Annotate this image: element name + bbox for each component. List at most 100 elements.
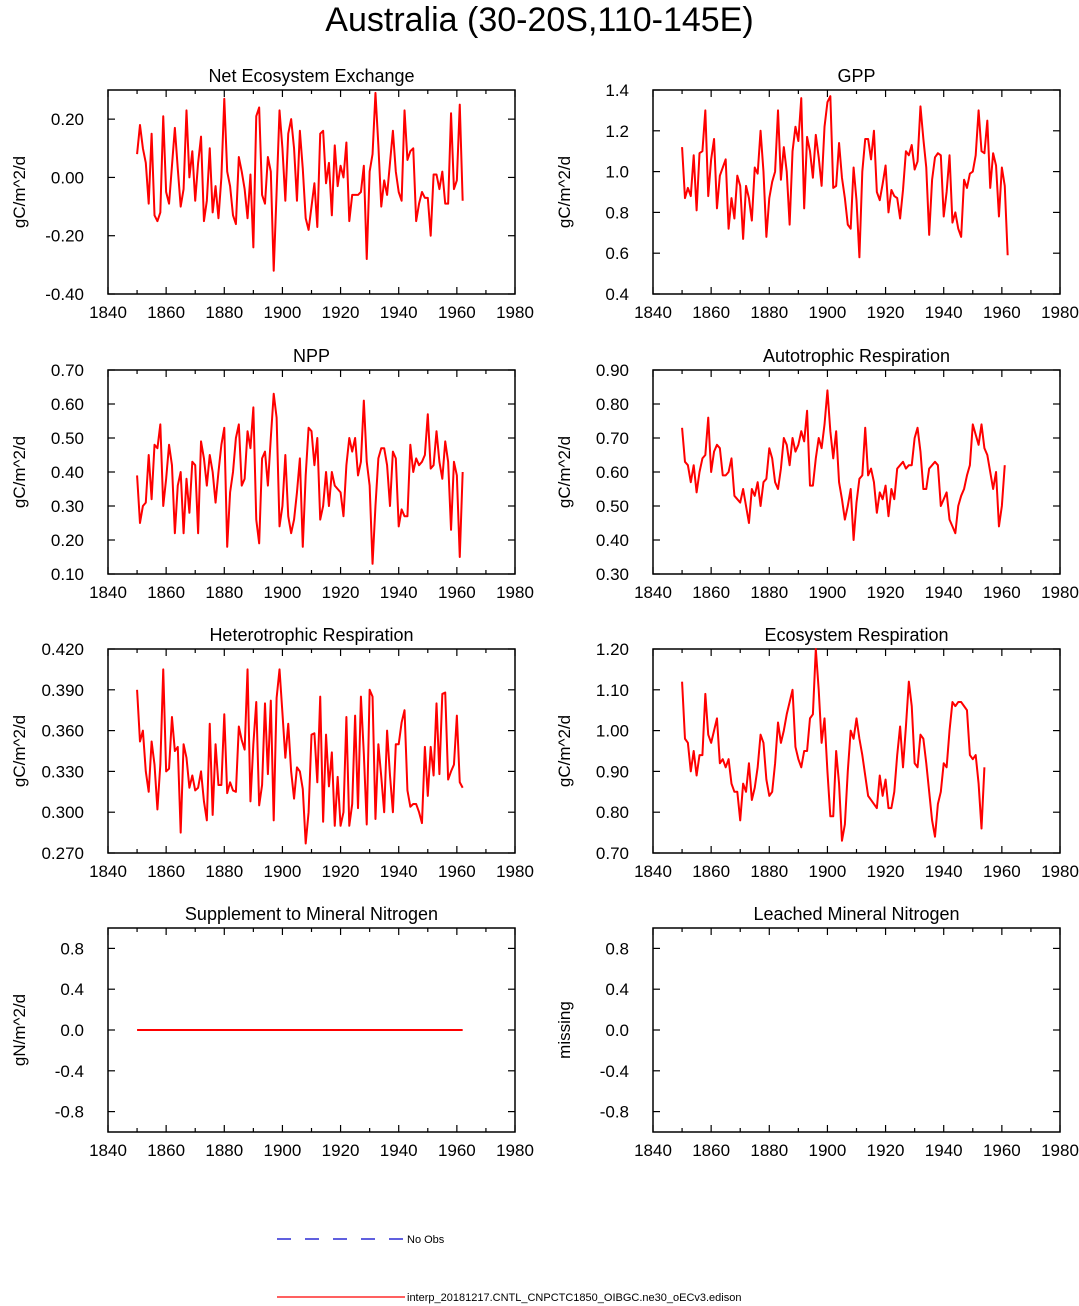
legend: No Obs interp_20181217.CNTL_CNPCTC1850_O… <box>277 1234 741 1304</box>
y-tick-label: 0.30 <box>51 497 84 516</box>
x-tick-label: 1860 <box>692 303 730 322</box>
x-tick-label: 1860 <box>692 583 730 602</box>
x-tick-label: 1920 <box>867 862 905 881</box>
x-tick-label: 1980 <box>496 303 534 322</box>
x-tick-label: 1900 <box>264 862 302 881</box>
y-tick-label: 1.0 <box>605 163 629 182</box>
x-tick-label: 1860 <box>692 1141 730 1160</box>
y-tick-label: 0.70 <box>51 361 84 380</box>
x-tick-label: 1900 <box>264 1141 302 1160</box>
x-tick-label: 1920 <box>322 1141 360 1160</box>
x-tick-label: 1960 <box>983 862 1021 881</box>
x-tick-label: 1960 <box>983 303 1021 322</box>
y-tick-label: 1.10 <box>596 681 629 700</box>
y-tick-label: 0.330 <box>41 762 84 781</box>
y-tick-label: 0.10 <box>51 565 84 584</box>
y-axis-label: gC/m^2/d <box>555 715 574 787</box>
x-tick-label: 1920 <box>867 303 905 322</box>
x-tick-label: 1920 <box>867 1141 905 1160</box>
x-tick-label: 1900 <box>809 303 847 322</box>
y-tick-label: 0.80 <box>596 803 629 822</box>
x-tick-label: 1880 <box>750 583 788 602</box>
y-tick-label: 0.4 <box>605 285 629 304</box>
x-tick-label: 1960 <box>983 1141 1021 1160</box>
x-tick-label: 1980 <box>496 583 534 602</box>
series-line <box>681 389 1006 541</box>
y-tick-label: 1.20 <box>596 640 629 659</box>
x-tick-label: 1860 <box>692 862 730 881</box>
plot-frame <box>652 369 1061 575</box>
x-tick-label: 1980 <box>1041 583 1079 602</box>
y-tick-label: 0.6 <box>605 244 629 263</box>
x-tick-label: 1920 <box>322 583 360 602</box>
x-tick-label: 1880 <box>205 862 243 881</box>
x-tick-label: 1900 <box>809 583 847 602</box>
y-tick-label: 0.360 <box>41 722 84 741</box>
x-tick-label: 1920 <box>867 583 905 602</box>
x-tick-label: 1900 <box>264 583 302 602</box>
chart-title: Autotrophic Respiration <box>763 346 950 366</box>
y-axis-label: missing <box>555 1001 574 1059</box>
y-axis-label: gC/m^2/d <box>10 436 29 508</box>
x-tick-label: 1920 <box>322 862 360 881</box>
y-tick-label: 0.4 <box>605 980 629 999</box>
plot-frame <box>652 648 1061 854</box>
x-tick-label: 1940 <box>380 303 418 322</box>
y-tick-label: 0.30 <box>596 565 629 584</box>
series-line <box>136 91 464 272</box>
series-line <box>681 648 986 842</box>
x-tick-label: 1860 <box>147 303 185 322</box>
chart-panel-6: Ecosystem Respiration 1840 1860 1880 1900 192… <box>555 625 1079 881</box>
x-tick-label: 1840 <box>634 1141 672 1160</box>
y-tick-label: 0.270 <box>41 844 84 863</box>
y-tick-label: 0.20 <box>51 110 84 129</box>
chart-panel-1: Net Ecosystem Exchange 1840 1860 1880 1900 19… <box>10 66 534 322</box>
x-tick-label: 1840 <box>634 303 672 322</box>
x-tick-label: 1880 <box>750 862 788 881</box>
y-tick-label: 0.80 <box>596 395 629 414</box>
y-tick-label: -0.40 <box>45 285 84 304</box>
series-line <box>681 95 1009 259</box>
x-tick-label: 1840 <box>89 862 127 881</box>
x-tick-label: 1940 <box>925 303 963 322</box>
y-tick-label: 0.300 <box>41 803 84 822</box>
x-tick-label: 1960 <box>438 862 476 881</box>
x-tick-label: 1940 <box>380 862 418 881</box>
y-tick-label: 0.60 <box>596 463 629 482</box>
y-tick-label: 0.420 <box>41 640 84 659</box>
plot-frame <box>652 927 1061 1133</box>
series-line <box>136 392 464 565</box>
chart-panel-5: Heterotrophic Respiration 1840 1860 1880 190… <box>10 625 534 881</box>
chart-title: Supplement to Mineral Nitrogen <box>185 904 438 924</box>
x-tick-label: 1880 <box>750 1141 788 1160</box>
y-tick-label: 0.0 <box>60 1021 84 1040</box>
y-axis-label: gC/m^2/d <box>10 156 29 228</box>
series-line <box>136 668 464 845</box>
y-tick-label: 0.50 <box>596 497 629 516</box>
figure-title: Australia (30-20S,110-145E) <box>325 1 754 39</box>
x-tick-label: 1860 <box>147 862 185 881</box>
x-tick-label: 1840 <box>89 303 127 322</box>
y-tick-label: -0.8 <box>55 1103 84 1122</box>
chart-panel-4: Autotrophic Respiration 1840 1860 1880 1900 1… <box>555 346 1079 602</box>
y-axis-label: gN/m^2/d <box>10 994 29 1066</box>
y-tick-label: 0.40 <box>596 531 629 550</box>
x-tick-label: 1880 <box>205 1141 243 1160</box>
y-tick-label: -0.4 <box>55 1062 84 1081</box>
x-tick-label: 1980 <box>496 1141 534 1160</box>
y-tick-label: 0.90 <box>596 361 629 380</box>
chart-title: Net Ecosystem Exchange <box>208 66 414 86</box>
x-tick-label: 1940 <box>925 583 963 602</box>
legend-obs-label: No Obs <box>407 1234 445 1246</box>
y-tick-label: 0.90 <box>596 762 629 781</box>
x-tick-label: 1980 <box>1041 1141 1079 1160</box>
x-tick-label: 1960 <box>438 1141 476 1160</box>
chart-title: Ecosystem Respiration <box>764 625 948 645</box>
y-tick-label: 0.0 <box>605 1021 629 1040</box>
chart-title: NPP <box>293 346 330 366</box>
x-tick-label: 1980 <box>1041 862 1079 881</box>
y-tick-label: 0.00 <box>51 168 84 187</box>
x-tick-label: 1960 <box>438 583 476 602</box>
